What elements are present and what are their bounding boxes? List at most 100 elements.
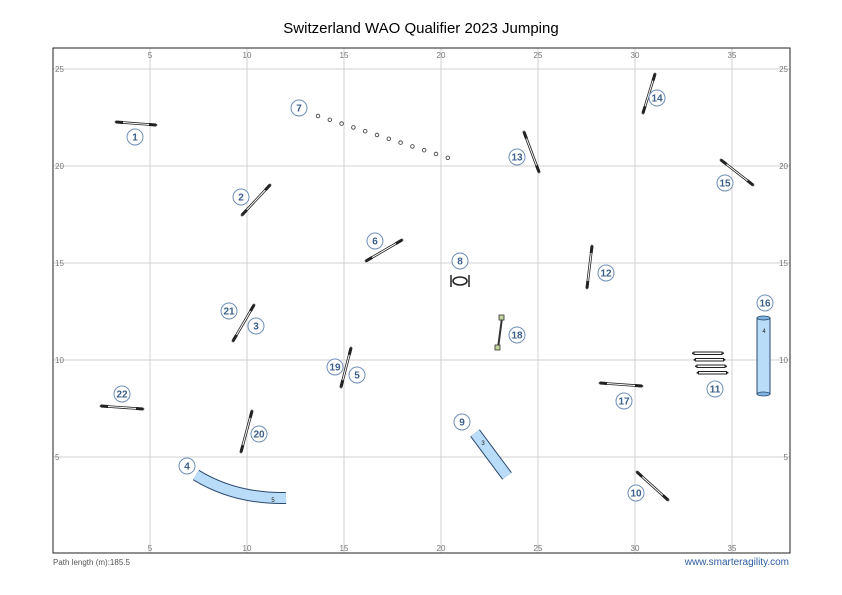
obstacle-number-label: 1 (132, 133, 138, 144)
x-tick-label: 10 (243, 544, 252, 553)
weave-pole (410, 144, 415, 149)
y-tick-label: 25 (779, 65, 788, 74)
y-tick-label: 25 (55, 65, 64, 74)
obstacle-number-5: 5 (348, 366, 366, 384)
x-tick-label: 15 (340, 544, 349, 553)
weave-pole (433, 151, 439, 157)
obstacle-number-17: 17 (615, 392, 633, 410)
weave-pole (363, 128, 368, 134)
y-tick-label: 15 (779, 259, 788, 268)
weave-pole (339, 121, 344, 126)
hurdle-bar (99, 404, 145, 411)
obstacle-number-label: 2 (238, 193, 244, 204)
x-tick-label: 25 (534, 51, 543, 60)
weave-pole (386, 136, 391, 141)
obstacle-number-label: 5 (354, 371, 360, 382)
obstacle-number-3: 3 (247, 317, 265, 335)
obstacle-number-8: 8 (451, 252, 469, 270)
tunnel: 4 (756, 315, 771, 397)
hurdle-bar (240, 183, 272, 217)
obstacle-number-label: 7 (296, 104, 302, 115)
x-tick-label: 35 (728, 51, 737, 60)
tyre (450, 275, 470, 287)
obstacle-number-label: 11 (710, 385, 721, 396)
path-length: Path length (m):185.5 (53, 558, 130, 567)
obstacle-number-label: 9 (459, 418, 465, 429)
obstacle-number-10: 10 (627, 484, 645, 502)
weave-pole (422, 147, 427, 153)
obstacle-number-label: 4 (184, 462, 190, 473)
y-tick-label: 10 (779, 356, 788, 365)
obstacle-number-16: 16 (756, 294, 774, 312)
y-tick-label: 5 (784, 453, 789, 462)
obstacle-number-label: 10 (630, 489, 642, 500)
hurdle-bar (635, 470, 670, 502)
hurdle-bar (364, 238, 404, 263)
x-tick-label: 20 (437, 51, 446, 60)
weave-poles (315, 113, 450, 160)
tunnel: 5 (192, 469, 287, 505)
website-link[interactable]: www.smarteragility.com (684, 557, 789, 568)
hurdle-bar (114, 120, 158, 127)
obstacle-number-11: 11 (706, 380, 724, 398)
obstacle-number-label: 14 (651, 94, 663, 105)
obstacle-number-label: 13 (511, 153, 523, 164)
x-tick-label: 10 (243, 51, 252, 60)
weave-pole (315, 113, 321, 119)
obstacle-number-label: 3 (253, 322, 259, 333)
hurdle-bar (598, 381, 644, 388)
y-tick-label: 15 (55, 259, 64, 268)
obstacle-number-label: 22 (116, 390, 128, 401)
obstacle-number-label: 8 (457, 257, 463, 268)
long-jump (692, 351, 729, 375)
hurdle-bar (339, 346, 353, 389)
weave-pole (398, 140, 403, 145)
hurdle-bar (641, 72, 657, 115)
obstacle-number-label: 20 (253, 430, 265, 441)
hurdle-bar (585, 244, 594, 290)
tunnel: 3 (470, 429, 512, 480)
obstacle-number-12: 12 (597, 264, 615, 282)
hurdle-bar (239, 409, 254, 454)
x-tick-label: 25 (534, 544, 543, 553)
obstacle-number-18: 18 (508, 326, 526, 344)
grid (53, 48, 790, 553)
x-tick-label: 35 (728, 544, 737, 553)
y-tick-label: 20 (779, 162, 788, 171)
obstacle-number-label: 21 (223, 307, 235, 318)
tunnel-length-label: 5 (271, 498, 275, 504)
obstacle-number-4: 4 (178, 457, 196, 475)
y-tick-label: 20 (55, 162, 64, 171)
obstacle-number-9: 9 (453, 413, 471, 431)
x-tick-label: 20 (437, 544, 446, 553)
obstacle-number-6: 6 (366, 232, 384, 250)
obstacle-number-label: 15 (719, 179, 731, 190)
x-tick-label: 5 (148, 544, 153, 553)
tunnel-length-label: 4 (762, 329, 766, 335)
obstacle-number-label: 19 (329, 363, 341, 374)
obstacle-number-13: 13 (508, 148, 526, 166)
obstacle-number-2: 2 (232, 188, 250, 206)
weave-pole (351, 125, 356, 130)
course-title: Switzerland WAO Qualifier 2023 Jumping (283, 20, 559, 37)
obstacle-number-19: 19 (326, 358, 344, 376)
hurdle-bar (231, 303, 256, 343)
obstacle-number-15: 15 (716, 174, 734, 192)
x-tick-label: 15 (340, 51, 349, 60)
wall (494, 314, 505, 351)
obstacle-number-1: 1 (126, 128, 144, 146)
x-tick-label: 5 (148, 51, 153, 60)
weave-pole (374, 132, 380, 138)
obstacle-number-20: 20 (250, 425, 268, 443)
y-tick-label: 10 (55, 356, 64, 365)
obstacle-number-label: 12 (600, 269, 612, 280)
weave-pole (327, 117, 332, 122)
course-border (52, 47, 791, 554)
x-tick-label: 30 (631, 544, 640, 553)
hurdle-bar (522, 130, 541, 174)
obstacle-number-label: 16 (759, 299, 771, 310)
obstacle-number-label: 18 (511, 331, 523, 342)
